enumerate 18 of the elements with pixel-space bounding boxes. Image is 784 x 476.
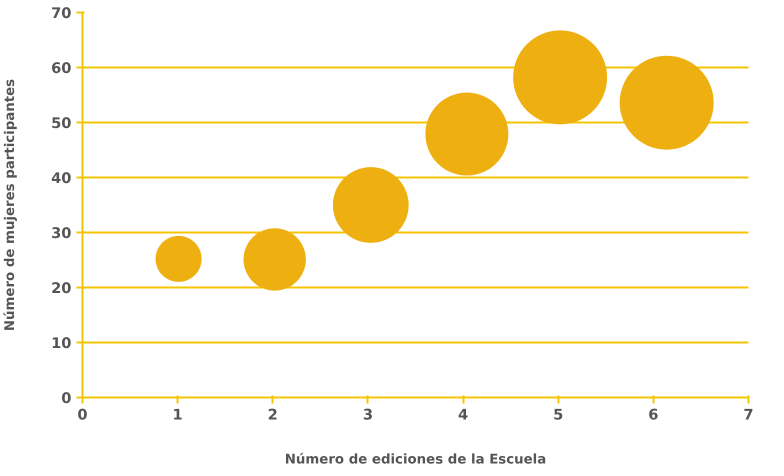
x-tick-label: 7 bbox=[743, 406, 754, 424]
x-tick-label: 6 bbox=[648, 406, 658, 424]
x-tick-label: 0 bbox=[77, 406, 88, 424]
y-tick-label: 10 bbox=[51, 335, 72, 352]
x-tick-label: 5 bbox=[553, 406, 564, 424]
x-tick-label: 1 bbox=[172, 406, 183, 424]
x-tick-label: 2 bbox=[268, 406, 278, 424]
y-axis-title: Número de mujeres participantes bbox=[3, 78, 18, 332]
y-tick-label: 70 bbox=[51, 5, 72, 22]
x-tick-label: 4 bbox=[458, 406, 468, 424]
y-tick-label: 30 bbox=[51, 225, 72, 242]
y-tick-label: 60 bbox=[51, 60, 72, 77]
y-tick-label: 20 bbox=[51, 280, 72, 297]
x-tick-label: 3 bbox=[362, 406, 374, 424]
y-tick-label: 50 bbox=[51, 115, 72, 132]
x-axis-title: Número de ediciones de la Escuela bbox=[284, 452, 546, 468]
y-tick-label: 40 bbox=[51, 170, 72, 187]
y-tick-label: 0 bbox=[61, 390, 72, 407]
